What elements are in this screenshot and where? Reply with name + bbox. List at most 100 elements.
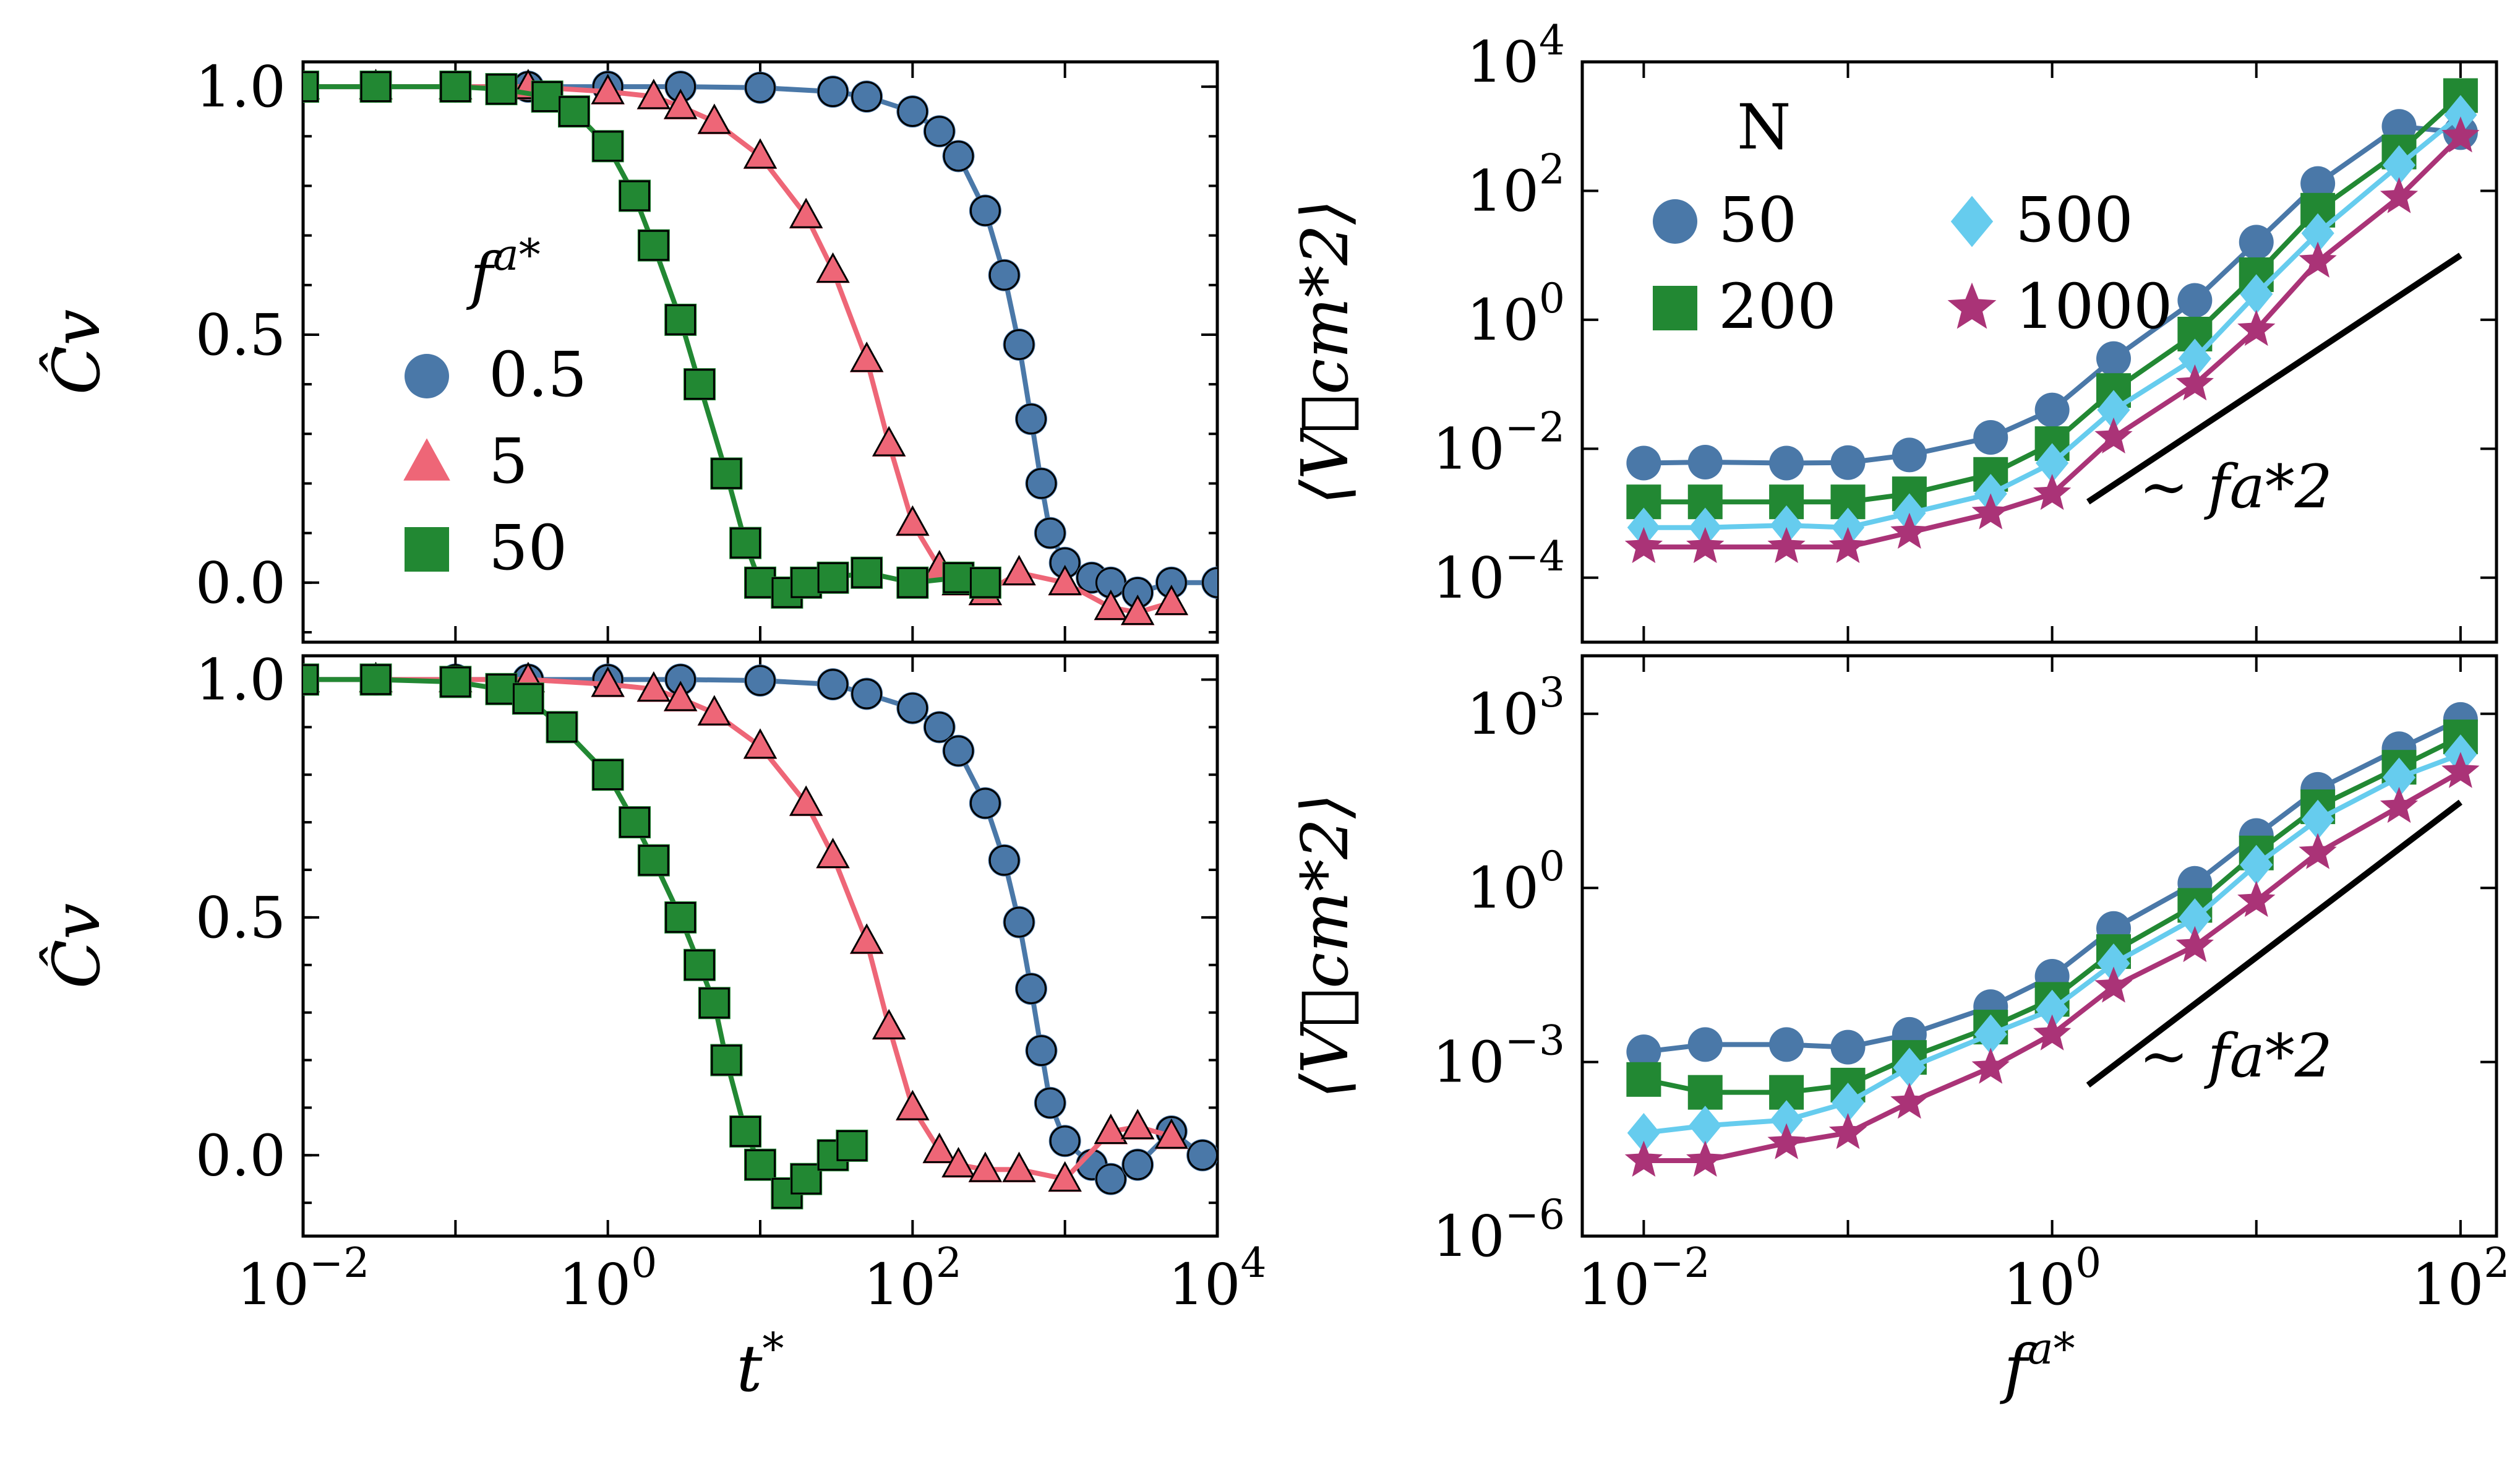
data-point — [1002, 1151, 1036, 1183]
data-point-overlay — [816, 252, 850, 283]
data-point — [2240, 274, 2273, 314]
data-point — [591, 130, 624, 163]
data-point-overlay — [968, 1151, 1002, 1182]
legend-label: 5 — [489, 425, 528, 497]
data-point — [1687, 444, 1723, 479]
data-point — [969, 566, 1001, 599]
data-point — [743, 728, 778, 759]
chart-bottom-right: 10−6 10−3 100 103 10−2 100 102 ⟨V⃗cm*2⟩ fa* ∼ fa*… — [1287, 654, 2509, 1406]
data-point — [896, 566, 929, 599]
data-point-overlay — [697, 695, 731, 726]
data-point — [872, 426, 906, 457]
data-point-overlay — [1034, 1087, 1066, 1119]
data-point — [2301, 799, 2334, 840]
legend-label: 50 — [489, 512, 567, 584]
data-point — [698, 987, 731, 1020]
data-point — [637, 229, 670, 262]
data-point — [896, 505, 930, 536]
y-axis-label: Ĉv — [38, 309, 114, 395]
data-point — [1094, 1114, 1128, 1145]
svg-text:⟨V⃗cm*2⟩: ⟨V⃗cm*2⟩ — [1287, 793, 1363, 1099]
data-point — [697, 103, 732, 135]
data-point — [619, 179, 651, 212]
data-point — [1094, 566, 1127, 599]
data-point — [2299, 833, 2337, 869]
y-tick-label: 100 — [1467, 275, 1565, 353]
data-point-overlay — [1122, 1149, 1154, 1180]
data-point — [1094, 590, 1128, 621]
data-point — [1034, 1086, 1066, 1119]
data-point — [1767, 1123, 1806, 1159]
data-point — [2033, 474, 2072, 510]
data-point — [1973, 419, 2008, 455]
data-point — [744, 664, 776, 697]
data-point — [1626, 445, 1661, 481]
data-point-overlay — [969, 567, 1001, 598]
legend-marker — [405, 527, 449, 572]
data-point-overlay — [872, 426, 906, 457]
data-point — [303, 71, 319, 103]
x-axis-label: t* — [737, 1323, 784, 1406]
y-tick-label: 102 — [1467, 145, 1565, 224]
legend: fa* 0.5 5 50 — [403, 230, 587, 584]
data-point — [968, 1151, 1003, 1183]
data-point — [1025, 1034, 1058, 1067]
data-point — [546, 711, 578, 744]
y-axis-label: ⟨V⃗cm*2⟩ — [1287, 793, 1363, 1099]
data-point — [851, 677, 883, 710]
data-point — [303, 663, 319, 696]
data-point-overlay — [969, 195, 1001, 226]
data-point — [663, 88, 698, 119]
data-point — [2094, 417, 2133, 453]
data-point — [1686, 1140, 1725, 1177]
data-point-overlay — [1034, 517, 1066, 549]
x-tick-label: 102 — [864, 1239, 962, 1318]
data-point — [710, 457, 743, 490]
data-point — [710, 1044, 743, 1076]
data-point — [1154, 1118, 1189, 1149]
series-line — [303, 84, 1172, 616]
data-point — [2239, 225, 2274, 260]
data-point-overlay — [664, 88, 698, 119]
data-point-overlay — [817, 669, 849, 700]
data-point-overlay — [303, 71, 319, 102]
data-point-overlay — [1121, 595, 1155, 625]
data-point — [942, 140, 975, 173]
chart-bottom-left: 0.0 0.5 1.0 10−2 100 102 104 Ĉv t* — [38, 647, 1267, 1406]
data-point — [591, 758, 624, 791]
data-point — [729, 526, 762, 559]
data-point — [1120, 595, 1155, 625]
chart-top-right: 10−4 10−2 100 102 104 ⟨V⃗cm*2⟩ ∼ fa*2 N 50 200 500… — [1287, 17, 2498, 644]
data-point-overlay — [743, 138, 778, 169]
data-point — [2033, 1014, 2072, 1050]
data-point-overlay — [988, 259, 1020, 291]
data-point — [1686, 526, 1725, 564]
data-point — [1971, 1047, 2010, 1084]
data-point-overlay — [924, 711, 955, 743]
data-point-overlay — [1026, 1035, 1057, 1067]
data-point — [359, 663, 392, 696]
data-point-overlay — [440, 666, 471, 698]
data-point — [2097, 390, 2130, 430]
data-point — [790, 566, 823, 599]
data-point-overlay — [303, 664, 319, 695]
series-line — [303, 84, 986, 596]
data-point — [816, 561, 849, 594]
y-tick-label: 103 — [1467, 669, 1565, 747]
data-point — [1201, 566, 1217, 599]
legend-marker — [403, 438, 450, 481]
data-point — [664, 71, 697, 103]
y-tick-label: 10−4 — [1433, 533, 1565, 611]
scaling-annotation: ∼ fa*2 — [2139, 1021, 2333, 1091]
data-point — [2441, 116, 2480, 153]
data-point — [896, 692, 929, 724]
data-point — [558, 95, 591, 128]
data-point-overlay — [1202, 567, 1217, 598]
data-point — [2034, 392, 2070, 428]
data-point — [969, 194, 1001, 227]
data-point-overlay — [1048, 564, 1082, 596]
data-point-overlay — [559, 96, 589, 127]
data-point — [1048, 1161, 1082, 1192]
legend: N 50 200 500 1000 — [1653, 91, 2173, 343]
legend-marker — [1947, 282, 1997, 329]
